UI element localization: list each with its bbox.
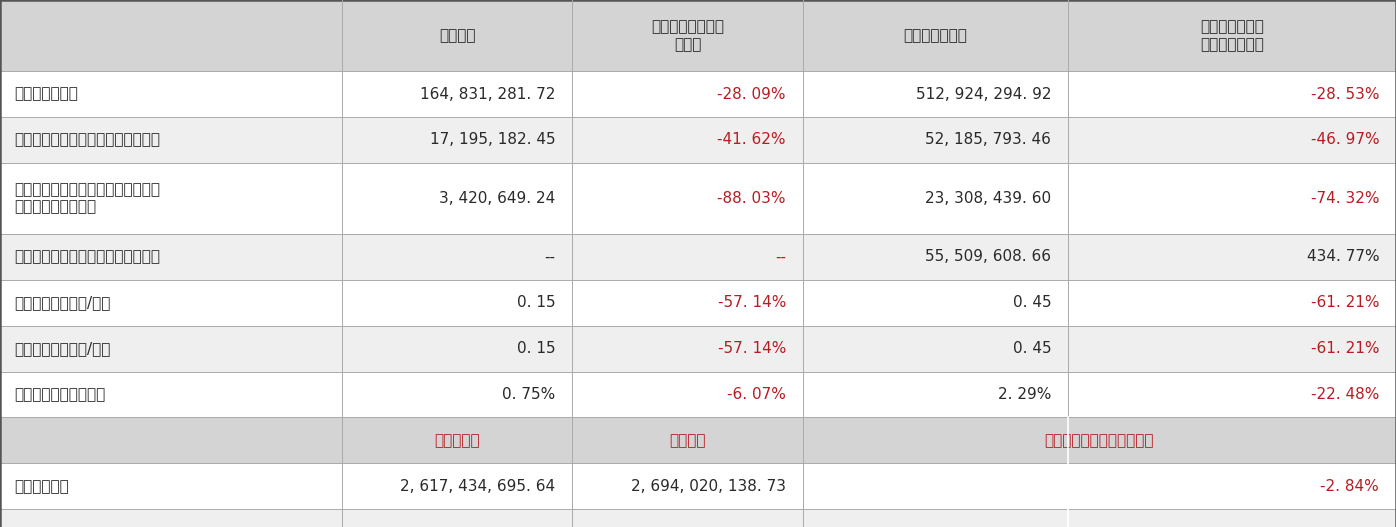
Bar bbox=[1068, 280, 1396, 326]
Bar bbox=[572, 163, 803, 234]
Bar bbox=[0, 417, 342, 463]
Text: --: -- bbox=[544, 249, 556, 265]
Bar bbox=[0, 0, 342, 71]
Bar bbox=[572, 463, 803, 509]
Bar bbox=[803, 326, 1068, 372]
Bar bbox=[342, 163, 572, 234]
Bar bbox=[572, 280, 803, 326]
Text: 基本每股收益（元/股）: 基本每股收益（元/股） bbox=[14, 295, 110, 310]
Bar bbox=[572, 372, 803, 417]
Text: 55, 509, 608. 66: 55, 509, 608. 66 bbox=[926, 249, 1051, 265]
Text: 本报告期: 本报告期 bbox=[438, 28, 476, 43]
Bar bbox=[0, 509, 342, 527]
Bar bbox=[572, 234, 803, 280]
Text: 本报告期末比上年度末增减: 本报告期末比上年度末增减 bbox=[1044, 433, 1154, 448]
Bar bbox=[1068, 71, 1396, 117]
Text: 164, 831, 281. 72: 164, 831, 281. 72 bbox=[420, 86, 556, 102]
Text: 17, 195, 182. 45: 17, 195, 182. 45 bbox=[430, 132, 556, 148]
Text: 512, 924, 294. 92: 512, 924, 294. 92 bbox=[916, 86, 1051, 102]
Bar bbox=[0, 234, 342, 280]
Bar bbox=[572, 326, 803, 372]
Bar bbox=[572, 0, 803, 71]
Text: 本报告期末: 本报告期末 bbox=[434, 433, 480, 448]
Text: 0. 75%: 0. 75% bbox=[503, 387, 556, 402]
Bar bbox=[0, 163, 342, 234]
Text: --: -- bbox=[775, 249, 786, 265]
Bar bbox=[572, 417, 803, 463]
Text: -2. 84%: -2. 84% bbox=[1321, 479, 1379, 494]
Bar bbox=[1068, 326, 1396, 372]
Bar bbox=[572, 509, 803, 527]
Text: 23, 308, 439. 60: 23, 308, 439. 60 bbox=[926, 191, 1051, 206]
Bar bbox=[803, 234, 1068, 280]
Bar bbox=[342, 463, 572, 509]
Text: 营业收入（元）: 营业收入（元） bbox=[14, 86, 78, 102]
Bar bbox=[803, 509, 1396, 527]
Text: 本报告期比上年同
期增减: 本报告期比上年同 期增减 bbox=[651, 19, 725, 52]
Text: 上年度末: 上年度末 bbox=[669, 433, 706, 448]
Text: -6. 07%: -6. 07% bbox=[727, 387, 786, 402]
Bar bbox=[342, 417, 572, 463]
Bar bbox=[1068, 234, 1396, 280]
Text: 归属于上市公司股东的净利润（元）: 归属于上市公司股东的净利润（元） bbox=[14, 132, 161, 148]
Bar bbox=[572, 117, 803, 163]
Bar bbox=[803, 163, 1068, 234]
Text: -61. 21%: -61. 21% bbox=[1311, 341, 1379, 356]
Bar bbox=[0, 117, 342, 163]
Text: 经营活动产生的现金流量净额（元）: 经营活动产生的现金流量净额（元） bbox=[14, 249, 161, 265]
Text: -22. 48%: -22. 48% bbox=[1311, 387, 1379, 402]
Bar bbox=[803, 372, 1068, 417]
Bar bbox=[803, 117, 1068, 163]
Text: -88. 03%: -88. 03% bbox=[718, 191, 786, 206]
Text: 2, 617, 434, 695. 64: 2, 617, 434, 695. 64 bbox=[401, 479, 556, 494]
Text: 434. 77%: 434. 77% bbox=[1307, 249, 1379, 265]
Text: -57. 14%: -57. 14% bbox=[718, 295, 786, 310]
Text: 0. 15: 0. 15 bbox=[517, 295, 556, 310]
Bar bbox=[1068, 372, 1396, 417]
Bar bbox=[342, 372, 572, 417]
Bar bbox=[342, 280, 572, 326]
Bar bbox=[803, 417, 1396, 463]
Text: 0. 45: 0. 45 bbox=[1012, 341, 1051, 356]
Text: 归属于上市公司股东的所有者权益
（元）: 归属于上市公司股东的所有者权益 （元） bbox=[14, 526, 151, 527]
Text: -57. 14%: -57. 14% bbox=[718, 341, 786, 356]
Text: 52, 185, 793. 46: 52, 185, 793. 46 bbox=[926, 132, 1051, 148]
Bar bbox=[803, 71, 1068, 117]
Bar bbox=[342, 234, 572, 280]
Bar bbox=[0, 71, 342, 117]
Text: -28. 09%: -28. 09% bbox=[718, 86, 786, 102]
Text: 0. 15: 0. 15 bbox=[517, 341, 556, 356]
Text: 稀释每股收益（元/股）: 稀释每股收益（元/股） bbox=[14, 341, 110, 356]
Bar bbox=[0, 326, 342, 372]
Text: 2, 694, 020, 138. 73: 2, 694, 020, 138. 73 bbox=[631, 479, 786, 494]
Bar bbox=[342, 509, 572, 527]
Text: -61. 21%: -61. 21% bbox=[1311, 295, 1379, 310]
Text: 0. 45: 0. 45 bbox=[1012, 295, 1051, 310]
Bar bbox=[803, 280, 1068, 326]
Bar bbox=[342, 326, 572, 372]
Text: 3, 420, 649. 24: 3, 420, 649. 24 bbox=[440, 191, 556, 206]
Bar bbox=[803, 0, 1068, 71]
Text: 归属于上市公司股东的扣除非经常性
损益的净利润（元）: 归属于上市公司股东的扣除非经常性 损益的净利润（元） bbox=[14, 182, 161, 214]
Text: -46. 97%: -46. 97% bbox=[1311, 132, 1379, 148]
Bar bbox=[0, 463, 342, 509]
Text: -74. 32%: -74. 32% bbox=[1311, 191, 1379, 206]
Text: -28. 53%: -28. 53% bbox=[1311, 86, 1379, 102]
Bar bbox=[0, 280, 342, 326]
Bar bbox=[1068, 117, 1396, 163]
Text: 总资产（元）: 总资产（元） bbox=[14, 479, 68, 494]
Text: 年初至报告期末: 年初至报告期末 bbox=[903, 28, 967, 43]
Bar bbox=[342, 0, 572, 71]
Bar bbox=[0, 372, 342, 417]
Bar bbox=[572, 71, 803, 117]
Text: 2. 29%: 2. 29% bbox=[998, 387, 1051, 402]
Bar bbox=[342, 117, 572, 163]
Bar bbox=[1068, 163, 1396, 234]
Bar bbox=[803, 463, 1396, 509]
Text: 年初至报告期末
比上年同期增减: 年初至报告期末 比上年同期增减 bbox=[1201, 19, 1263, 52]
Text: -41. 62%: -41. 62% bbox=[718, 132, 786, 148]
Text: 加权平均净资产收益率: 加权平均净资产收益率 bbox=[14, 387, 105, 402]
Bar bbox=[342, 71, 572, 117]
Bar bbox=[1068, 0, 1396, 71]
